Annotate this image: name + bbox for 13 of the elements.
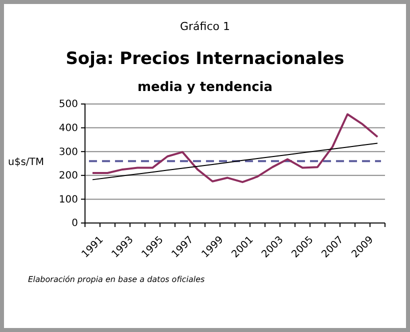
y-tick-label: 300: [58, 146, 78, 158]
y-tick-label: 200: [58, 170, 78, 182]
y-tick-label: 400: [58, 123, 78, 134]
chart-title: Soja: Precios Internacionales: [66, 49, 344, 69]
text: Gráfico 1: [180, 20, 230, 33]
y-tick-label: 500: [58, 99, 78, 110]
y-tick-label: 0: [72, 218, 78, 230]
y-axis-title: u$s/TM: [8, 157, 44, 168]
text: Elaboración propia en base a datos oficiales: [28, 275, 205, 284]
line-series: [92, 142, 378, 180]
y-tick-label: 100: [58, 194, 78, 206]
chart-subtitle: media y tendencia: [137, 80, 273, 95]
line-series: [92, 113, 378, 184]
